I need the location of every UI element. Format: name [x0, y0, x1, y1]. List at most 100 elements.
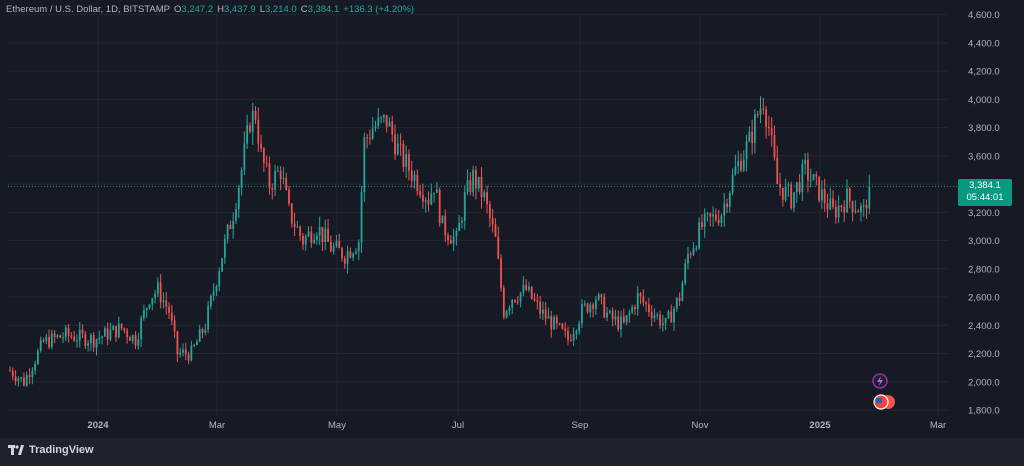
candle — [622, 308, 625, 324]
candle-body — [137, 339, 140, 346]
candle — [380, 115, 382, 124]
candle-body — [109, 329, 112, 340]
high-value: 3,437.9 — [223, 4, 256, 15]
candle — [385, 114, 388, 133]
candle-body — [656, 314, 659, 316]
candle — [581, 299, 583, 328]
candle-body — [728, 192, 731, 207]
candle-body — [182, 349, 184, 353]
candle-body — [162, 300, 165, 303]
y-tick-label: 3,600.0 — [968, 151, 1000, 162]
candle-body — [848, 188, 851, 202]
low-label: L — [259, 4, 265, 15]
candle-body — [321, 226, 324, 243]
candle — [17, 376, 20, 387]
candle-body — [586, 303, 589, 313]
candle — [608, 309, 611, 315]
candle — [299, 225, 302, 241]
candle-body — [843, 206, 846, 213]
candle — [536, 293, 539, 310]
candle — [586, 302, 589, 314]
candle-body — [274, 171, 276, 190]
candle-body — [770, 128, 773, 136]
candle-body — [625, 315, 628, 323]
y-tick-label: 3,800.0 — [968, 123, 1000, 134]
candle-body — [271, 188, 274, 190]
candle — [820, 180, 823, 209]
candle-body — [92, 335, 95, 348]
candle — [402, 140, 405, 172]
candle — [92, 332, 95, 353]
tradingview-logo[interactable]: TradingView — [8, 444, 94, 456]
candle — [296, 220, 299, 228]
candle-body — [720, 215, 723, 224]
event-markers[interactable] — [872, 373, 895, 410]
price-axis[interactable]: 1,800.0 2,000.0 2,200.0 2,400.0 2,600.0 2,800… — [968, 10, 1000, 416]
candle-body — [226, 224, 229, 240]
candle-body — [424, 199, 427, 202]
x-tick-label: 2025 — [809, 420, 831, 431]
candle — [223, 234, 226, 264]
candle-body — [117, 323, 120, 338]
candle-body — [179, 352, 182, 355]
high-label: H — [217, 4, 224, 15]
candle-body — [500, 258, 502, 289]
candle-body — [617, 316, 620, 330]
candle — [784, 178, 787, 203]
candle-body — [413, 174, 416, 181]
candle — [168, 302, 170, 319]
candle-body — [25, 375, 28, 386]
candle — [34, 360, 37, 375]
candle-body — [818, 176, 820, 201]
candle — [126, 328, 129, 344]
candle-body — [410, 170, 413, 181]
candle — [592, 302, 595, 318]
candle-body — [572, 334, 575, 341]
candle-body — [299, 226, 302, 236]
y-tick-label: 4,000.0 — [968, 95, 1000, 106]
candle-body — [419, 191, 422, 196]
time-axis[interactable]: 2024 Mar May Jul Sep Nov 2025 Mar — [87, 420, 946, 431]
ohlc-close: C3,384.1 — [301, 4, 340, 15]
y-tick-label: 2,600.0 — [968, 293, 1000, 304]
candle — [670, 304, 673, 323]
candle-body — [634, 307, 636, 310]
candlestick-series — [9, 96, 871, 387]
candle — [209, 294, 212, 310]
candle — [190, 340, 193, 362]
candle — [625, 315, 628, 326]
candle — [207, 301, 209, 334]
candle-body — [257, 119, 260, 144]
candle — [201, 327, 204, 339]
x-tick-label: Mar — [209, 420, 225, 431]
candle-body — [776, 157, 779, 184]
candle — [488, 200, 491, 228]
candle-body — [759, 108, 762, 115]
candle — [438, 187, 441, 227]
candle-body — [597, 294, 600, 300]
candle — [441, 215, 444, 224]
candle — [265, 155, 268, 168]
symbol-title[interactable]: Ethereum / U.S. Dollar, 1D, BITSTAMP — [6, 4, 171, 15]
candle-body — [98, 337, 101, 340]
candle-body — [528, 286, 530, 290]
candle-body — [823, 189, 826, 204]
candle — [304, 233, 307, 251]
candle — [589, 302, 592, 318]
candle-body — [218, 271, 221, 287]
candle-body — [408, 154, 410, 171]
candle-body — [212, 291, 215, 296]
candle-body — [170, 312, 173, 321]
candle-body — [329, 241, 332, 252]
candle — [530, 286, 533, 300]
candle — [419, 184, 422, 199]
candle-body — [675, 298, 678, 309]
candle — [338, 233, 341, 249]
candle — [466, 169, 469, 195]
candle — [229, 220, 232, 230]
candle — [366, 133, 369, 149]
candle-body — [349, 251, 352, 258]
candle — [848, 186, 851, 209]
candle-body — [123, 328, 126, 331]
